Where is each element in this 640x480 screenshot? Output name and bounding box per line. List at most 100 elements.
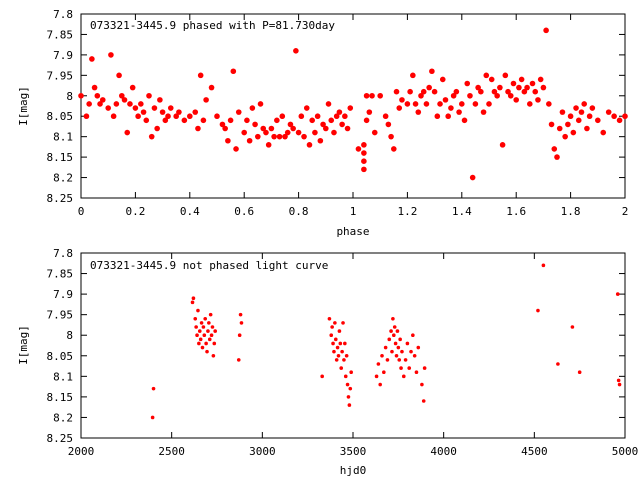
data-point (89, 56, 95, 62)
data-point (388, 133, 394, 140)
data-point (403, 358, 408, 362)
unphased-plot-title: 073321-3445.9 not phased light curve (90, 259, 328, 272)
data-point (480, 109, 487, 115)
data-point (208, 84, 215, 91)
data-point (393, 88, 400, 95)
data-point (276, 133, 283, 140)
data-point (374, 374, 379, 379)
data-point (303, 105, 310, 111)
data-point (541, 263, 546, 268)
data-point (150, 415, 155, 420)
data-point (202, 333, 207, 338)
data-point (394, 353, 399, 358)
data-point (347, 105, 354, 111)
x-tick-label: 1.6 (506, 205, 526, 218)
data-point (230, 68, 237, 75)
data-point (421, 399, 426, 403)
data-point (148, 133, 155, 140)
data-point (422, 366, 427, 370)
data-point (615, 292, 620, 296)
data-point (507, 92, 514, 99)
data-point (392, 325, 397, 329)
data-point (412, 353, 417, 358)
data-point (295, 129, 302, 136)
x-tick-label: 3000 (249, 445, 276, 458)
data-point (284, 129, 291, 136)
data-point (235, 109, 242, 115)
data-point (129, 84, 136, 91)
data-point (222, 125, 228, 132)
data-point (97, 101, 103, 107)
data-point (197, 341, 201, 346)
x-tick-label: 5000 (612, 445, 639, 458)
y-tick-label: 7.85 (47, 268, 74, 281)
data-point (586, 113, 593, 120)
data-point (265, 142, 272, 148)
data-point (105, 105, 111, 111)
phased-plot-frame (80, 13, 626, 199)
data-point (382, 370, 386, 375)
data-point (387, 337, 392, 342)
data-point (344, 353, 349, 358)
data-point (211, 353, 216, 358)
x-tick-label: 0.4 (180, 205, 200, 218)
data-point (524, 84, 530, 91)
data-point (581, 101, 587, 107)
data-point (192, 109, 199, 115)
data-point (546, 101, 552, 107)
y-tick-label: 8.15 (47, 391, 74, 404)
data-point (518, 76, 525, 83)
data-point (279, 113, 286, 120)
y-tick-label: 8.15 (47, 151, 74, 164)
data-point (320, 374, 324, 379)
data-point (459, 101, 465, 107)
data-point (611, 113, 617, 120)
data-point (314, 113, 321, 120)
data-point (339, 366, 344, 370)
data-point (236, 358, 241, 362)
phased-plot-title: 073321-3445.9 phased with P=81.730day (90, 19, 335, 32)
data-point (385, 121, 392, 128)
data-point (450, 92, 457, 99)
data-point (491, 88, 498, 95)
data-point (94, 92, 101, 99)
data-point (124, 129, 131, 136)
data-point (392, 333, 396, 338)
data-point (499, 142, 506, 148)
data-point (562, 133, 568, 140)
data-point (343, 374, 348, 379)
data-point (309, 117, 316, 124)
data-point (225, 137, 231, 144)
y-tick-label: 7.85 (47, 28, 74, 41)
x-tick-label: 0.2 (125, 205, 145, 218)
data-point (464, 80, 471, 87)
data-point (445, 113, 452, 120)
data-point (195, 333, 199, 338)
data-point (210, 325, 215, 329)
data-point (494, 92, 500, 99)
data-point (198, 337, 203, 342)
data-point (200, 117, 207, 124)
data-point (389, 329, 393, 333)
data-point (472, 101, 479, 107)
y-tick-label: 8 (66, 329, 73, 342)
data-point (173, 113, 179, 120)
data-point (616, 117, 623, 124)
data-point (622, 113, 628, 120)
data-point (565, 121, 571, 128)
data-point (165, 113, 171, 120)
data-point (167, 105, 174, 111)
data-point (238, 312, 243, 317)
data-point (570, 129, 577, 136)
data-point (344, 125, 351, 132)
phased-y-axis-label: I[mag] (17, 86, 30, 126)
data-point (380, 353, 384, 358)
y-tick-label: 8.25 (47, 432, 74, 445)
data-point (187, 113, 193, 120)
data-point (349, 370, 353, 375)
y-tick-label: 8.1 (53, 131, 73, 144)
data-point (554, 154, 560, 160)
data-point (334, 358, 339, 362)
x-tick-label: 0.8 (289, 205, 309, 218)
data-point (537, 76, 544, 83)
